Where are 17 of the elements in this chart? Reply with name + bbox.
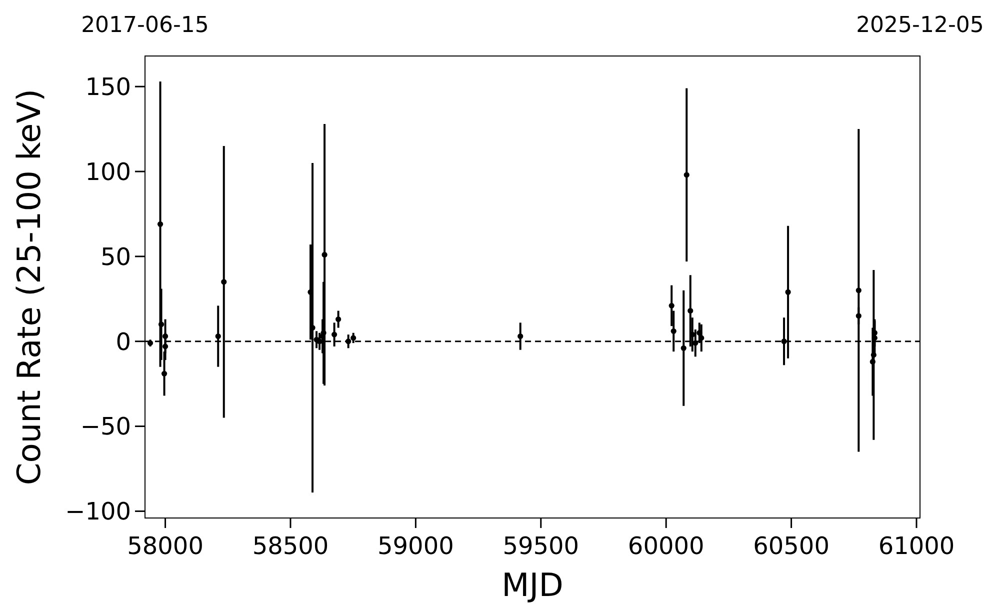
x-tick-label: 58000: [127, 532, 204, 560]
x2-tick-label: 2017-06-15: [81, 13, 209, 38]
x-tick-label: 58500: [252, 532, 329, 560]
x2-tick-label: 2025-12-05: [856, 13, 984, 38]
x-tick-label: 59500: [502, 532, 580, 560]
y-tick-label: 100: [85, 158, 131, 186]
y-tick-label: 50: [100, 242, 131, 271]
x-tick-label: 59000: [378, 532, 454, 560]
x-axis-title: MJD: [502, 566, 564, 604]
y-tick-label: −50: [80, 412, 131, 441]
y-tick-label: 0: [116, 328, 131, 356]
y-tick-label: 150: [85, 72, 131, 101]
y-tick-label: −100: [65, 498, 131, 526]
x-tick-label: 60000: [628, 532, 704, 560]
x-tick-label: 60500: [753, 532, 830, 560]
x-tick-label: 61000: [878, 532, 955, 560]
y-axis-title: Count Rate (25-100 keV): [10, 88, 48, 486]
